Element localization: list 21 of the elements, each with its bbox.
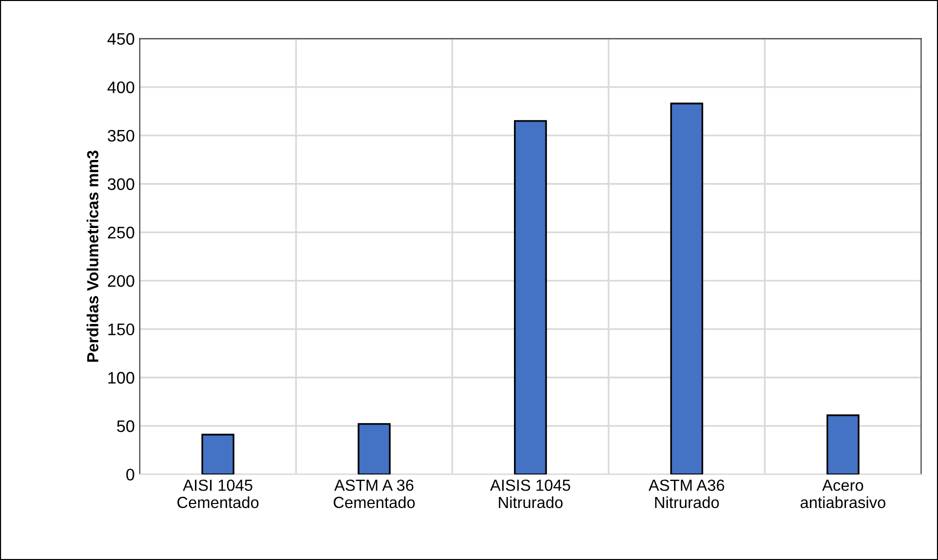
bar bbox=[201, 434, 234, 474]
y-tick-label: 200 bbox=[108, 275, 134, 287]
bar bbox=[358, 423, 391, 474]
y-tick-label: 350 bbox=[108, 130, 134, 142]
x-tick-label: ASTM A36 Nitrurado bbox=[648, 480, 724, 508]
y-axis-title: Perdidas Volumetricas mm3 bbox=[86, 150, 98, 362]
x-tick-label: ASTM A 36 Cementado bbox=[334, 480, 415, 508]
y-tick-label: 250 bbox=[108, 226, 134, 238]
bar bbox=[670, 102, 704, 474]
y-tick-label: 0 bbox=[126, 468, 134, 481]
y-tick-label: 300 bbox=[108, 178, 134, 190]
x-tick-label: AISI 1045 Cementado bbox=[177, 480, 259, 508]
y-tick-label: 100 bbox=[108, 372, 134, 384]
x-tick-label: Acero antiabrasivo bbox=[800, 480, 886, 508]
y-tick-label: 150 bbox=[108, 323, 134, 336]
bar bbox=[514, 120, 547, 474]
x-tick-label: AISIS 1045 Nitrurado bbox=[490, 480, 570, 508]
bar bbox=[826, 414, 860, 474]
y-tick-label: 50 bbox=[117, 420, 134, 432]
y-tick-label: 450 bbox=[107, 33, 134, 45]
y-tick-label: 400 bbox=[107, 81, 134, 94]
